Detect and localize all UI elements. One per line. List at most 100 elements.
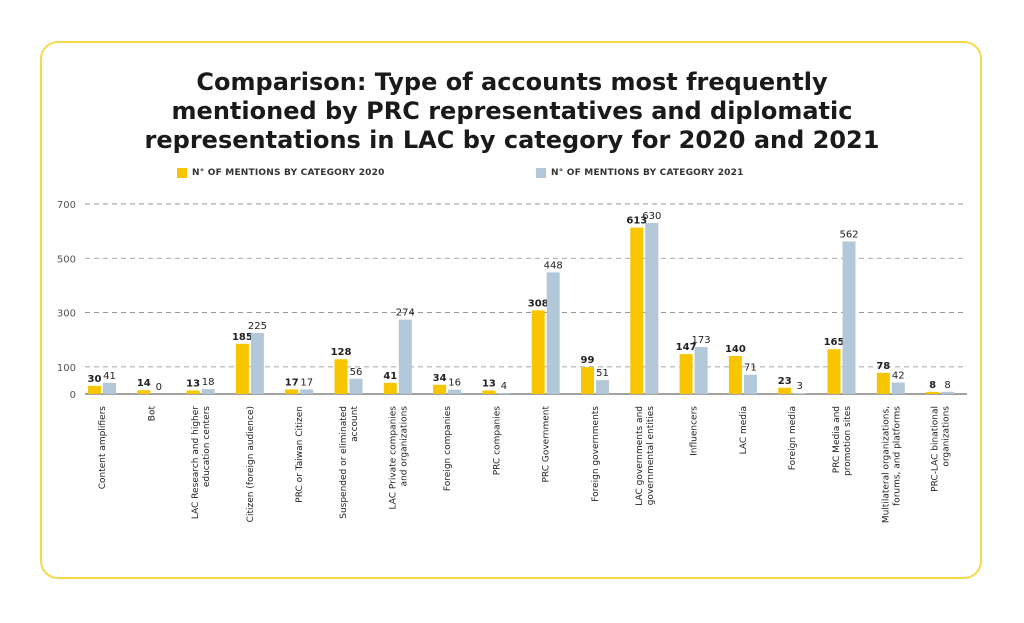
bar-2021-9 — [546, 272, 560, 394]
category-label-3: Citizen (foreign audience) — [246, 406, 256, 522]
chart-title: Comparison: Type of accounts most freque… — [0, 68, 1024, 155]
value-label-2020-14: 23 — [778, 376, 792, 387]
value-label-2020-17: 8 — [929, 380, 936, 391]
category-label-13: LAC media — [739, 406, 749, 454]
value-label-2021-1: 0 — [156, 382, 162, 393]
chart-title-line-2: mentioned by PRC representatives and dip… — [171, 97, 853, 125]
bar-2021-12 — [694, 347, 708, 394]
category-label-15: PRC Media andpromotion sites — [832, 406, 853, 476]
y-tick-label-0: 0 — [70, 390, 76, 401]
bar-2021-16 — [891, 382, 905, 394]
value-label-2021-0: 41 — [103, 371, 116, 382]
value-label-2021-2: 18 — [202, 377, 215, 388]
value-label-2020-13: 140 — [725, 344, 746, 355]
category-label-0: Content amplifiers — [98, 406, 108, 490]
legend-swatch-2020 — [177, 168, 187, 178]
bar-2020-8 — [482, 390, 496, 394]
value-label-2021-16: 42 — [892, 371, 905, 382]
value-label-2021-4: 17 — [300, 377, 313, 388]
category-label-17: PRC-LAC binationalorganizations — [931, 406, 952, 492]
y-tick-label-700: 700 — [57, 200, 76, 211]
value-label-2020-0: 30 — [88, 374, 102, 385]
value-label-2021-12: 173 — [692, 335, 711, 346]
bar-2021-14 — [793, 393, 807, 394]
value-label-2020-10: 99 — [581, 355, 595, 366]
legend-swatch-2021 — [536, 168, 546, 178]
chart-title-line-1: Comparison: Type of accounts most freque… — [196, 68, 828, 96]
y-tick-label-300: 300 — [57, 309, 76, 320]
bar-2021-7 — [448, 389, 462, 394]
y-tick-label-500: 500 — [57, 254, 76, 265]
y-tick-label-100: 100 — [57, 363, 76, 374]
bar-2020-7 — [433, 384, 447, 394]
bar-2020-0 — [88, 385, 101, 394]
bar-2020-16 — [876, 372, 890, 394]
value-label-2020-8: 13 — [482, 378, 496, 389]
value-label-2021-6: 274 — [396, 308, 415, 319]
value-label-2021-5: 56 — [350, 367, 363, 378]
bar-2020-9 — [531, 310, 545, 394]
bar-2021-8 — [497, 392, 511, 394]
bar-2020-6 — [383, 382, 397, 394]
bar-2020-3 — [235, 343, 249, 394]
legend-label-2021: N° OF MENTIONS BY CATEGORY 2021 — [551, 168, 744, 178]
bar-2021-4 — [300, 389, 314, 394]
bar-2021-3 — [250, 332, 264, 394]
bar-2021-0 — [103, 382, 116, 394]
bar-2021-15 — [842, 241, 856, 394]
value-label-2020-3: 185 — [232, 332, 253, 343]
bar-2020-17 — [926, 391, 940, 394]
category-label-8: PRC companies — [492, 406, 502, 476]
bar-2020-12 — [679, 354, 693, 394]
value-label-2021-14: 3 — [797, 381, 803, 392]
value-label-2020-7: 34 — [433, 373, 447, 384]
bar-2021-11 — [645, 222, 659, 394]
legend-item-2020: N° OF MENTIONS BY CATEGORY 2020 — [177, 168, 385, 178]
bar-2020-1 — [137, 390, 151, 394]
category-label-10: Foreign governments — [591, 406, 601, 502]
bar-2021-10 — [596, 380, 609, 394]
bar-2020-5 — [334, 359, 348, 394]
bar-2020-15 — [827, 349, 841, 394]
bar-2020-2 — [186, 390, 200, 394]
value-label-2020-2: 13 — [186, 378, 200, 389]
category-label-16: Multilateral organizations,forums, and p… — [881, 406, 902, 523]
bar-2021-2 — [201, 389, 215, 394]
value-label-2020-12: 147 — [676, 342, 697, 353]
value-label-2020-15: 165 — [824, 337, 845, 348]
category-label-7: Foreign companies — [443, 406, 453, 491]
category-label-9: PRC Government — [542, 406, 552, 483]
bar-2020-11 — [630, 227, 644, 394]
bar-2021-13 — [743, 374, 757, 394]
value-label-2021-11: 630 — [642, 211, 661, 222]
bar-2020-10 — [581, 367, 594, 394]
value-label-2021-13: 71 — [744, 363, 757, 374]
value-label-2020-16: 78 — [876, 361, 890, 372]
legend-label-2020: N° OF MENTIONS BY CATEGORY 2020 — [192, 168, 385, 178]
category-label-4: PRC or Taiwan Citizen — [295, 406, 305, 503]
bar-2020-4 — [285, 389, 299, 394]
value-label-2021-15: 562 — [839, 229, 858, 240]
value-label-2021-7: 16 — [448, 378, 461, 389]
value-label-2021-8: 4 — [501, 381, 507, 392]
value-label-2020-1: 14 — [137, 378, 151, 389]
chart-frame — [40, 41, 982, 579]
value-label-2020-4: 17 — [285, 377, 299, 388]
value-label-2021-3: 225 — [248, 321, 267, 332]
category-label-5: Suspended or eliminatedaccount — [339, 406, 360, 519]
category-label-6: LAC Private companiesand organizations — [388, 406, 409, 510]
value-label-2020-6: 41 — [383, 371, 397, 382]
bar-2020-13 — [728, 355, 742, 394]
bar-2021-5 — [349, 378, 363, 394]
value-label-2020-11: 613 — [626, 216, 647, 227]
bar-2021-6 — [398, 319, 412, 394]
category-label-12: Influencers — [690, 406, 700, 456]
value-label-2021-17: 8 — [944, 380, 950, 391]
bar-2021-17 — [941, 391, 955, 394]
value-label-2021-10: 51 — [596, 368, 609, 379]
category-label-2: LAC Research and highereducation centers — [191, 406, 212, 519]
category-label-11: LAC governments andgovernmental entities — [635, 406, 656, 506]
value-label-2021-9: 448 — [544, 260, 563, 271]
legend-item-2021: N° OF MENTIONS BY CATEGORY 2021 — [536, 168, 744, 178]
